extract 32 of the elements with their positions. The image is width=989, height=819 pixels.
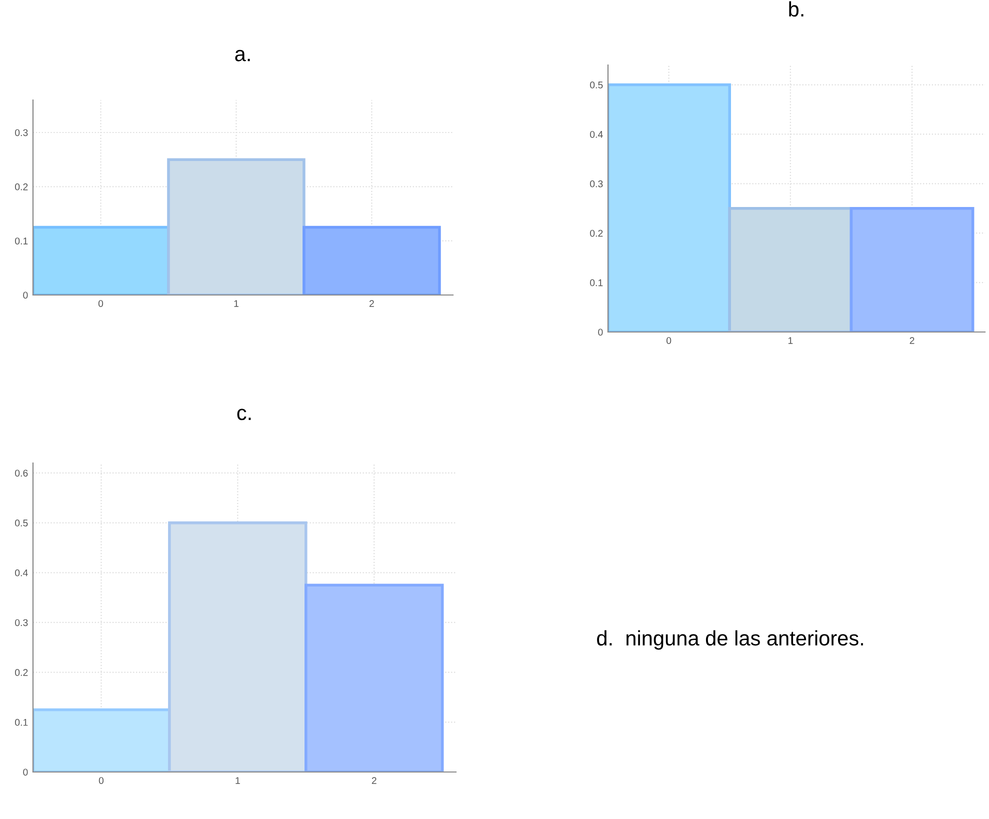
y-tick-label: 0.1 [15,238,28,244]
y-tick-label: 0.4 [590,130,603,138]
y-tick-label: 0.5 [590,82,603,88]
y-tick-label: 0.3 [590,180,603,188]
y-tick-label: 0.3 [15,129,28,136]
y-tick-label: 0.3 [15,619,28,626]
y-tick-label: 0 [23,292,28,299]
x-tick-label: 1 [234,300,238,307]
bar [304,584,444,772]
x-tick-label: 2 [910,337,914,344]
x-tick-label: 2 [372,777,376,784]
y-tick-label: 0.6 [15,470,28,477]
bar [168,521,308,772]
chart-title: c. [237,408,251,420]
x-tick-label: 1 [788,337,793,344]
y-tick-label: 0.1 [15,718,28,726]
chart-title: b. [789,1,804,17]
x-tick-label: 0 [98,300,104,307]
y-tick-label: 0.2 [590,230,603,237]
y-tick-label: 0 [598,328,603,336]
y-tick-label: 0.2 [15,183,28,190]
y-tick-label: 0.4 [15,569,28,576]
y-tick-label: 0.2 [15,669,28,676]
y-tick-label: 0.5 [15,520,28,526]
chart-title: a. [235,50,250,62]
y-tick-label: 0 [23,768,28,776]
x-tick-label: 2 [369,300,374,307]
x-tick-label: 0 [666,337,672,344]
x-tick-label: 0 [98,777,104,784]
y-tick-label: 0.1 [590,279,603,286]
x-tick-label: 1 [236,777,240,784]
text: d. ninguna de las anteriores. [597,630,863,650]
